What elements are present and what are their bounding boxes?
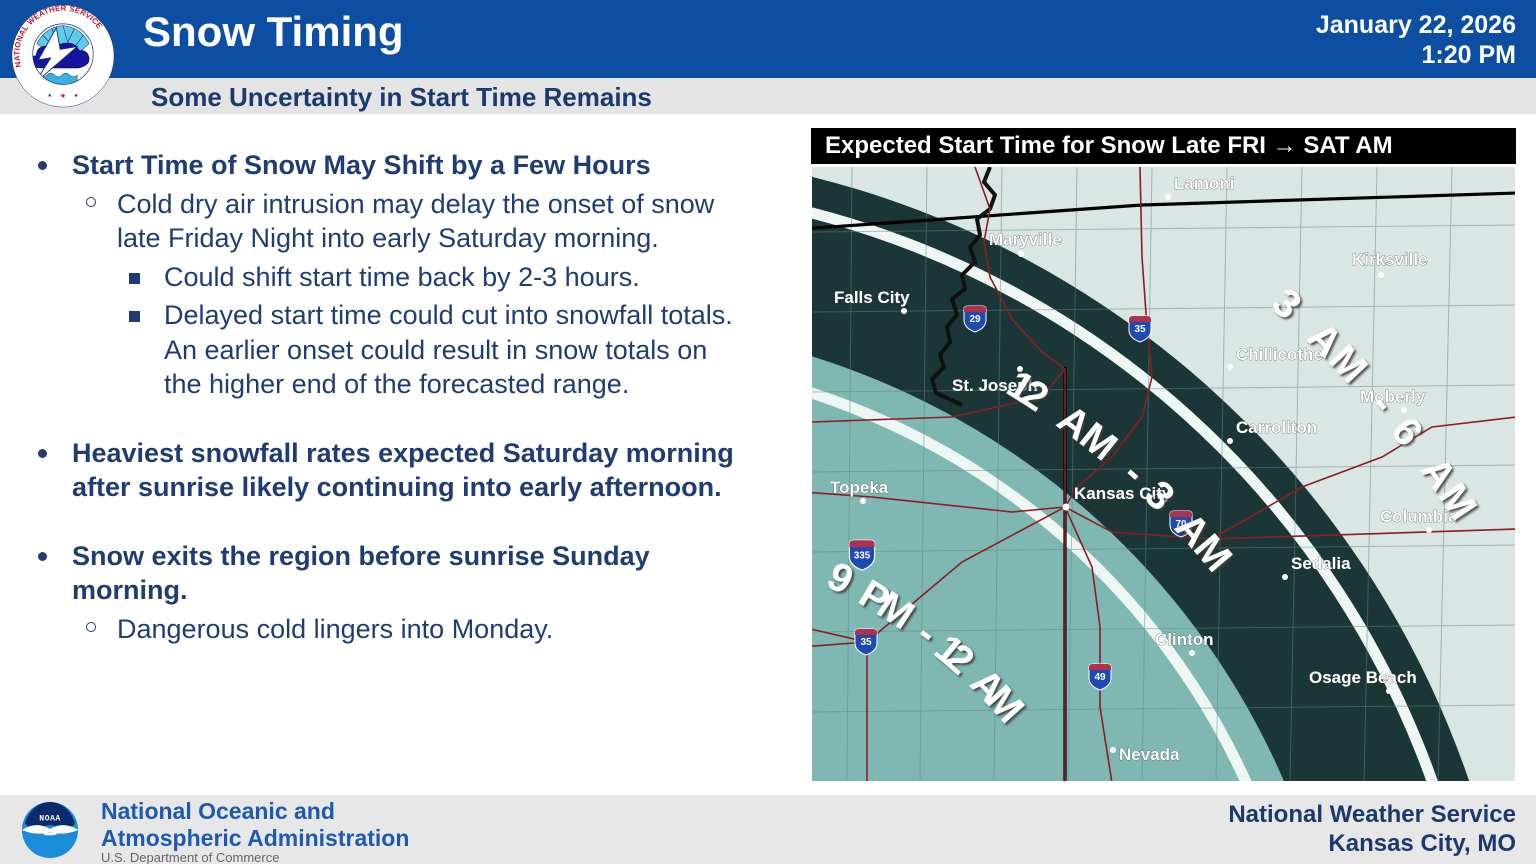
svg-text:29: 29 [969,314,981,325]
svg-text:35: 35 [1134,324,1146,335]
svg-text:★: ★ [60,92,66,100]
svg-text:★: ★ [47,93,52,99]
svg-text:Kirksville: Kirksville [1352,250,1428,269]
svg-text:NOAA: NOAA [39,814,61,823]
svg-text:Carrollton: Carrollton [1236,418,1317,437]
svg-text:49: 49 [1094,672,1106,683]
svg-text:Lamoni: Lamoni [1174,174,1234,193]
svg-text:Falls City: Falls City [834,288,910,307]
svg-text:Topeka: Topeka [830,478,889,497]
svg-text:Clinton: Clinton [1155,630,1214,649]
svg-text:★: ★ [74,93,79,99]
svg-text:335: 335 [854,551,871,562]
svg-text:Maryville: Maryville [989,230,1062,249]
svg-text:Osage Beach: Osage Beach [1309,668,1417,687]
svg-text:Sedalia: Sedalia [1291,554,1351,573]
svg-text:Nevada: Nevada [1119,745,1180,764]
svg-text:35: 35 [860,637,872,648]
